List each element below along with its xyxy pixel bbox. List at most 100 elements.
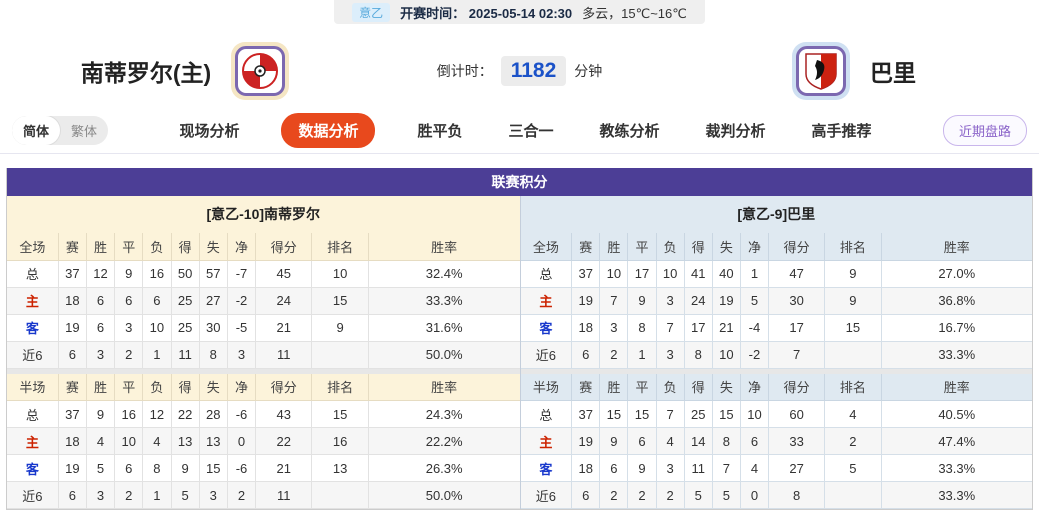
stat-cell: 17: [768, 313, 826, 342]
stat-cell: 2: [824, 427, 882, 455]
countdown: 倒计时： 1182 分钟: [370, 56, 669, 86]
stat-cell: 24: [255, 286, 313, 315]
tab-3[interactable]: 三合一: [508, 123, 554, 140]
row-label: 近6: [7, 340, 59, 369]
tab-1[interactable]: 数据分析: [281, 113, 376, 148]
stat-cell: 11: [170, 340, 200, 369]
column-header: 全场: [7, 233, 59, 261]
stat-cell: 6: [739, 427, 770, 455]
stat-cell: 2: [627, 481, 657, 509]
stat-cell: 22.2%: [367, 427, 520, 455]
recent-trends-button[interactable]: 近期盘路: [942, 115, 1027, 146]
table-row: 总 37 9 16 12 22 28 -6 43 15 24.3%: [7, 400, 520, 428]
stat-cell: 19: [571, 427, 601, 455]
stat-cell: 12: [142, 400, 172, 428]
stat-cell: -6: [226, 400, 257, 428]
stat-cell: 25: [683, 400, 713, 428]
lang-traditional[interactable]: 繁体: [71, 124, 98, 139]
row-label: 近6: [7, 481, 59, 509]
tab-6[interactable]: 高手推荐: [811, 123, 872, 140]
stat-cell: 16.7%: [880, 313, 1032, 342]
tab-5[interactable]: 裁判分析: [705, 123, 766, 140]
lang-simplified[interactable]: 简体: [12, 116, 61, 145]
stat-cell: 10: [142, 313, 172, 342]
column-header: 失: [711, 233, 741, 261]
stat-cell: 5: [739, 286, 770, 315]
stat-cell: 10: [739, 400, 770, 428]
stat-cell: 19: [571, 286, 601, 315]
stat-cell: 7: [655, 313, 685, 342]
column-header: 净: [739, 233, 770, 261]
column-header: 排名: [824, 233, 882, 261]
stat-cell: 14: [683, 427, 713, 455]
stat-cell: 40: [711, 259, 741, 288]
stat-cell: 6: [57, 340, 87, 369]
nav-tabs: 现场分析 数据分析 胜平负 三合一 教练分析 裁判分析 高手推荐: [108, 113, 943, 148]
stat-cell: 10: [114, 427, 144, 455]
stat-cell: 9: [311, 313, 369, 342]
stat-cell: 2: [226, 481, 257, 509]
stat-cell: 28: [198, 400, 228, 428]
column-header: 胜: [599, 233, 629, 261]
stat-cell: 40.5%: [880, 400, 1032, 428]
stat-cell: 26.3%: [367, 454, 520, 482]
stat-cell: 1: [627, 340, 657, 369]
stat-cell: 7: [599, 286, 629, 315]
row-label: 总: [7, 259, 59, 288]
table-row: 主 19 9 6 4 14 8 6 33 2 47.4%: [520, 427, 1032, 455]
stat-cell: 8: [142, 454, 172, 482]
stat-cell: 36.8%: [880, 286, 1032, 315]
stat-cell: -7: [226, 259, 257, 288]
away-team: 巴里: [669, 42, 1039, 100]
stat-cell: 17: [627, 259, 657, 288]
stat-cell: 19: [711, 286, 741, 315]
stat-cell: 24: [683, 286, 713, 315]
stat-cell: 6: [85, 313, 116, 342]
tab-2[interactable]: 胜平负: [417, 123, 463, 140]
stat-cell: 47: [768, 259, 826, 288]
stat-cell: 9: [170, 454, 200, 482]
stat-cell: 3: [655, 454, 685, 482]
stat-cell: 0: [226, 427, 257, 455]
table-row: 客 19 6 3 10 25 30 -5 21 9 31.6%: [7, 313, 520, 342]
tab-0[interactable]: 现场分析: [179, 123, 240, 140]
stat-cell: 2: [599, 481, 629, 509]
column-header: 平: [114, 233, 144, 261]
stat-cell: 16: [114, 400, 144, 428]
stat-cell: 18: [571, 313, 601, 342]
stat-cell: 33.3%: [880, 340, 1032, 369]
stat-cell: 33.3%: [880, 481, 1032, 509]
stat-cell: 19: [57, 313, 87, 342]
section-divider: [520, 368, 1032, 374]
stat-cell: 18: [57, 286, 87, 315]
stat-cell: 5: [85, 454, 116, 482]
league-badge[interactable]: 意乙: [352, 2, 391, 22]
stat-cell: 6: [571, 340, 601, 369]
away-stats-panel: [意乙-9]巴里 全场赛胜平负得失净得分 排名 胜率总 37 10 17 10 41 40 1 47…: [519, 196, 1032, 509]
stat-cell: 11: [255, 481, 313, 509]
stat-cell: 15: [711, 400, 741, 428]
column-header: 赛: [571, 373, 601, 401]
stat-cell: 4: [655, 427, 685, 455]
column-header: 得分: [768, 233, 826, 261]
column-header: 半场: [520, 373, 573, 401]
stat-cell: 5: [711, 481, 741, 509]
weather-text: 多云，15℃~16℃: [582, 5, 687, 21]
column-header: 赛: [571, 233, 601, 261]
stat-cell: 2: [114, 340, 144, 369]
stat-cell: 27: [198, 286, 228, 315]
stat-cell: 24.3%: [367, 400, 520, 428]
row-label: 主: [520, 427, 573, 455]
column-header: 排名: [824, 373, 882, 401]
stat-cell: 15: [311, 400, 369, 428]
column-header: 胜率: [880, 233, 1032, 261]
stat-cell: 2: [599, 340, 629, 369]
stat-cell: 50: [170, 259, 200, 288]
column-header: 得: [683, 373, 713, 401]
stat-cell: 43: [255, 400, 313, 428]
stat-cell: 37: [571, 400, 601, 428]
tab-4[interactable]: 教练分析: [599, 123, 660, 140]
column-header: 平: [627, 233, 657, 261]
column-header: 得分: [768, 373, 826, 401]
stat-cell: 17: [683, 313, 713, 342]
